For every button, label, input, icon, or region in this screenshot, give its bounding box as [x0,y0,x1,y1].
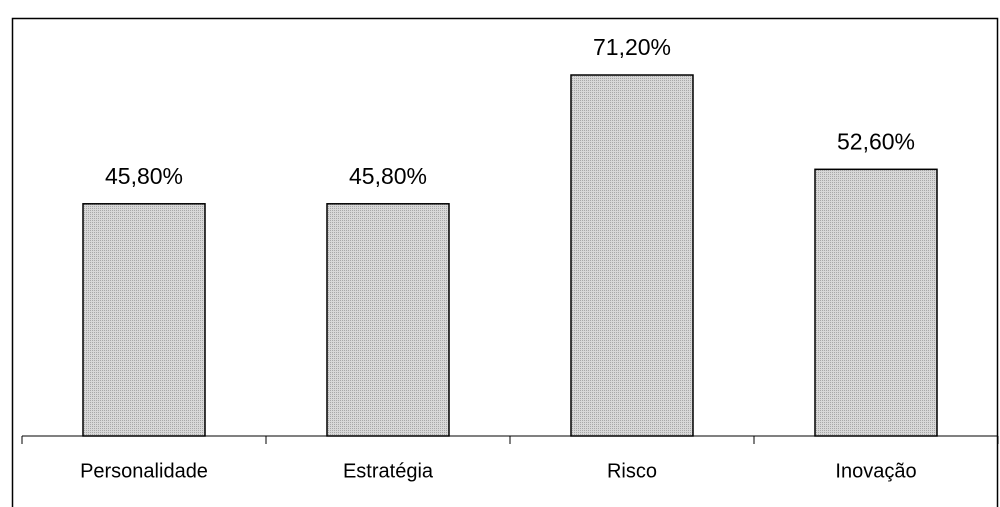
bar [326,203,450,437]
bar [570,74,694,437]
bar [82,203,206,437]
value-label: 45,80% [105,163,183,189]
x-tick-label: Estratégia [343,460,434,482]
value-label: 71,20% [593,34,671,60]
x-tick-label: Risco [607,460,657,482]
bar [814,168,938,437]
x-tick-label: Personalidade [80,460,208,482]
value-label: 52,60% [837,128,915,154]
value-label: 45,80% [349,163,427,189]
x-tick-label: Inovação [835,460,916,482]
chart-frame [11,17,999,507]
